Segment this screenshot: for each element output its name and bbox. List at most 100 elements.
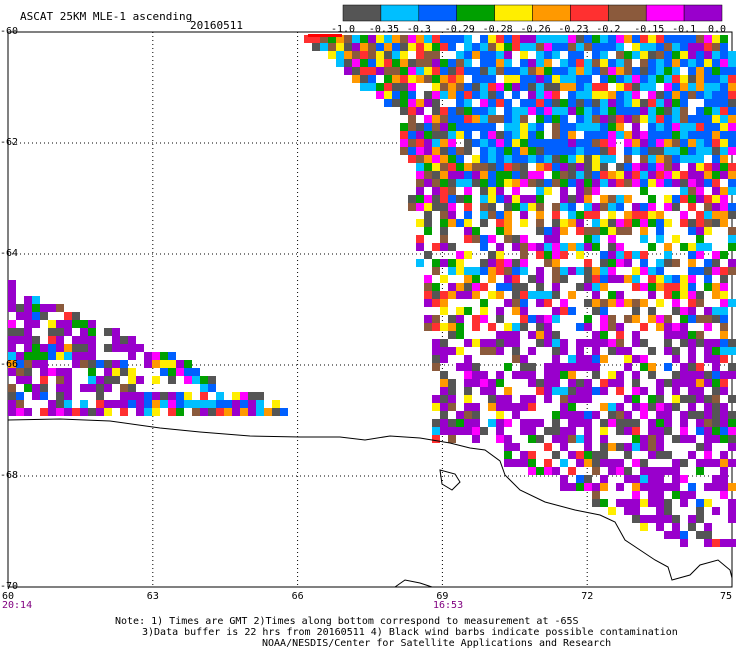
data-cell bbox=[616, 403, 624, 411]
data-cell bbox=[24, 408, 32, 416]
data-cell bbox=[680, 499, 688, 507]
data-cell bbox=[488, 123, 496, 131]
data-cell bbox=[536, 267, 544, 275]
data-cell bbox=[400, 123, 408, 131]
data-cell bbox=[456, 171, 464, 179]
data-cell bbox=[432, 43, 440, 51]
data-cell bbox=[648, 67, 656, 75]
data-cell bbox=[472, 115, 480, 123]
data-cell bbox=[688, 51, 696, 59]
data-cell bbox=[728, 139, 736, 147]
data-cell bbox=[720, 51, 728, 59]
data-cell bbox=[720, 467, 728, 475]
data-cell bbox=[712, 83, 720, 91]
data-cell bbox=[528, 451, 536, 459]
data-cell bbox=[48, 320, 56, 328]
data-cell bbox=[120, 360, 128, 368]
data-cell bbox=[496, 307, 504, 315]
data-cell bbox=[88, 328, 96, 336]
data-cell bbox=[656, 75, 664, 83]
data-cell bbox=[664, 259, 672, 267]
data-cell bbox=[656, 235, 664, 243]
data-cell bbox=[648, 275, 656, 283]
data-cell bbox=[408, 43, 416, 51]
colorbar-swatch bbox=[494, 4, 533, 22]
data-cell bbox=[656, 99, 664, 107]
data-cell bbox=[576, 43, 584, 51]
data-cell bbox=[240, 400, 248, 408]
data-cell bbox=[656, 131, 664, 139]
data-cell bbox=[712, 355, 720, 363]
data-cell bbox=[584, 299, 592, 307]
data-cell bbox=[600, 323, 608, 331]
data-cell bbox=[624, 451, 632, 459]
map-title: ASCAT 25KM MLE-1 ascending bbox=[20, 10, 193, 23]
data-cell bbox=[672, 115, 680, 123]
data-cell bbox=[64, 320, 72, 328]
data-cell bbox=[536, 171, 544, 179]
data-cell bbox=[600, 307, 608, 315]
data-cell bbox=[464, 171, 472, 179]
data-cell bbox=[552, 163, 560, 171]
data-cell bbox=[120, 336, 128, 344]
lon-label: 63 bbox=[146, 591, 159, 602]
data-cell bbox=[560, 411, 568, 419]
data-cell bbox=[16, 304, 24, 312]
data-cell bbox=[568, 51, 576, 59]
data-cell bbox=[520, 283, 528, 291]
data-cell bbox=[56, 304, 64, 312]
data-cell bbox=[408, 99, 416, 107]
data-cell bbox=[672, 123, 680, 131]
data-cell bbox=[512, 139, 520, 147]
data-cell bbox=[696, 171, 704, 179]
data-cell bbox=[432, 187, 440, 195]
data-cell bbox=[424, 163, 432, 171]
data-cell bbox=[464, 267, 472, 275]
data-cell bbox=[720, 251, 728, 259]
data-cell bbox=[672, 291, 680, 299]
data-cell bbox=[704, 523, 712, 531]
data-cell bbox=[504, 267, 512, 275]
data-cell bbox=[696, 59, 704, 67]
data-cell bbox=[464, 99, 472, 107]
data-cell bbox=[704, 427, 712, 435]
data-cell bbox=[80, 328, 88, 336]
data-cell bbox=[432, 99, 440, 107]
data-cell bbox=[24, 376, 32, 384]
data-cell bbox=[320, 35, 328, 43]
data-cell bbox=[440, 307, 448, 315]
data-cell bbox=[672, 347, 680, 355]
data-cell bbox=[448, 131, 456, 139]
data-cell bbox=[544, 331, 552, 339]
data-cell bbox=[688, 355, 696, 363]
data-cell bbox=[704, 499, 712, 507]
data-cell bbox=[552, 91, 560, 99]
data-cell bbox=[728, 427, 736, 435]
data-cell bbox=[488, 259, 496, 267]
data-cell bbox=[600, 99, 608, 107]
data-cell bbox=[224, 408, 232, 416]
data-cell bbox=[584, 451, 592, 459]
data-cell bbox=[672, 531, 680, 539]
data-cell bbox=[480, 115, 488, 123]
data-cell bbox=[672, 467, 680, 475]
data-cell bbox=[456, 179, 464, 187]
data-cell bbox=[672, 147, 680, 155]
data-cell bbox=[712, 347, 720, 355]
data-cell bbox=[712, 163, 720, 171]
data-cell bbox=[568, 451, 576, 459]
data-cell bbox=[456, 59, 464, 67]
data-cell bbox=[616, 163, 624, 171]
data-cell bbox=[472, 155, 480, 163]
data-cell bbox=[456, 219, 464, 227]
data-cell bbox=[592, 499, 600, 507]
data-cell bbox=[552, 283, 560, 291]
data-cell bbox=[712, 131, 720, 139]
note-line-3: NOAA/NESDIS/Center for Satellite Applica… bbox=[262, 638, 612, 649]
data-cell bbox=[712, 539, 720, 547]
data-cell bbox=[632, 91, 640, 99]
data-cell bbox=[504, 123, 512, 131]
data-cell bbox=[16, 328, 24, 336]
data-cell bbox=[656, 171, 664, 179]
data-cell bbox=[608, 99, 616, 107]
